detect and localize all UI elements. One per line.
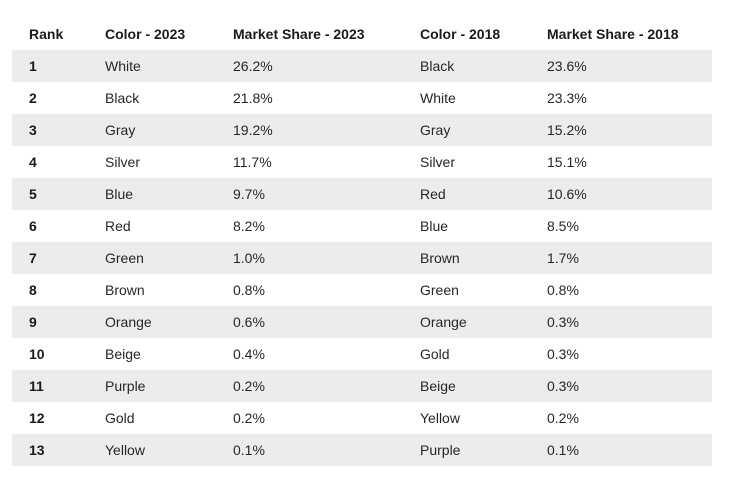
color-2023-cell: Brown bbox=[88, 274, 216, 306]
table-row: 4 Silver 11.7% Silver 15.1% bbox=[12, 146, 712, 178]
table-row: 8 Brown 0.8% Green 0.8% bbox=[12, 274, 712, 306]
header-rank: Rank bbox=[29, 26, 64, 42]
color-2023-cell: Gold bbox=[88, 402, 216, 434]
color-2023-cell: Silver bbox=[88, 146, 216, 178]
table-row: 1 White 26.2% Black 23.6% bbox=[12, 50, 712, 82]
color-2018-cell: Red bbox=[403, 178, 530, 210]
market-share-2023-cell: 19.2% bbox=[216, 114, 403, 146]
rank-cell: 11 bbox=[12, 370, 88, 402]
table-row: 13 Yellow 0.1% Purple 0.1% bbox=[12, 434, 712, 466]
color-2023-cell: Yellow bbox=[88, 434, 216, 466]
rank-cell: 8 bbox=[12, 274, 88, 306]
market-share-2018-cell: 8.5% bbox=[530, 210, 712, 242]
color-2018-cell: Silver bbox=[403, 146, 530, 178]
market-share-2023-cell: 0.4% bbox=[216, 338, 403, 370]
header-color-2018: Color - 2018 bbox=[420, 26, 501, 42]
market-share-2018-cell: 15.1% bbox=[530, 146, 712, 178]
car-color-market-share-table: Rank Color - 2023 Market Share - 2023 Co… bbox=[12, 18, 712, 466]
color-2018-cell: Gray bbox=[403, 114, 530, 146]
rank-cell: 10 bbox=[12, 338, 88, 370]
color-2018-cell: Beige bbox=[403, 370, 530, 402]
market-share-2023-cell: 21.8% bbox=[216, 82, 403, 114]
color-2023-cell: Beige bbox=[88, 338, 216, 370]
color-2023-cell: Orange bbox=[88, 306, 216, 338]
table-row: 2 Black 21.8% White 23.3% bbox=[12, 82, 712, 114]
color-2018-cell: Purple bbox=[403, 434, 530, 466]
color-2018-cell: White bbox=[403, 82, 530, 114]
market-share-2018-cell: 15.2% bbox=[530, 114, 712, 146]
color-2018-cell: Black bbox=[403, 50, 530, 82]
market-share-2023-cell: 1.0% bbox=[216, 242, 403, 274]
color-2018-cell: Brown bbox=[403, 242, 530, 274]
table-header: Rank Color - 2023 Market Share - 2023 Co… bbox=[12, 18, 712, 50]
table-body: 1 White 26.2% Black 23.6% 2 Black 21.8% White 23.… bbox=[12, 50, 712, 466]
market-share-2023-cell: 0.1% bbox=[216, 434, 403, 466]
color-2023-cell: Purple bbox=[88, 370, 216, 402]
rank-cell: 4 bbox=[12, 146, 88, 178]
market-share-2018-cell: 1.7% bbox=[530, 242, 712, 274]
market-share-2018-cell: 23.6% bbox=[530, 50, 712, 82]
market-share-2018-cell: 0.1% bbox=[530, 434, 712, 466]
rank-cell: 13 bbox=[12, 434, 88, 466]
rank-cell: 6 bbox=[12, 210, 88, 242]
rank-cell: 5 bbox=[12, 178, 88, 210]
header-color-2023: Color - 2023 bbox=[105, 26, 186, 42]
market-share-2023-cell: 9.7% bbox=[216, 178, 403, 210]
market-share-2018-cell: 0.2% bbox=[530, 402, 712, 434]
table-row: 7 Green 1.0% Brown 1.7% bbox=[12, 242, 712, 274]
market-share-2018-cell: 0.3% bbox=[530, 338, 712, 370]
color-2018-cell: Green bbox=[403, 274, 530, 306]
rank-cell: 3 bbox=[12, 114, 88, 146]
rank-cell: 9 bbox=[12, 306, 88, 338]
color-2023-cell: Green bbox=[88, 242, 216, 274]
rank-cell: 12 bbox=[12, 402, 88, 434]
table-row: 5 Blue 9.7% Red 10.6% bbox=[12, 178, 712, 210]
table-row: 3 Gray 19.2% Gray 15.2% bbox=[12, 114, 712, 146]
color-2023-cell: Blue bbox=[88, 178, 216, 210]
table-row: 9 Orange 0.6% Orange 0.3% bbox=[12, 306, 712, 338]
header-row: Rank Color - 2023 Market Share - 2023 Co… bbox=[12, 18, 712, 50]
color-2023-cell: Red bbox=[88, 210, 216, 242]
market-share-2023-cell: 0.2% bbox=[216, 370, 403, 402]
color-2018-cell: Blue bbox=[403, 210, 530, 242]
table-row: 12 Gold 0.2% Yellow 0.2% bbox=[12, 402, 712, 434]
table-row: 10 Beige 0.4% Gold 0.3% bbox=[12, 338, 712, 370]
color-2023-cell: Black bbox=[88, 82, 216, 114]
table-row: 11 Purple 0.2% Beige 0.3% bbox=[12, 370, 712, 402]
header-market-share-2023: Market Share - 2023 bbox=[233, 26, 365, 42]
market-share-2018-cell: 0.3% bbox=[530, 306, 712, 338]
header-market-share-2018: Market Share - 2018 bbox=[547, 26, 679, 42]
rank-cell: 7 bbox=[12, 242, 88, 274]
market-share-2023-cell: 0.6% bbox=[216, 306, 403, 338]
market-share-2023-cell: 26.2% bbox=[216, 50, 403, 82]
rank-cell: 1 bbox=[12, 50, 88, 82]
color-2023-cell: White bbox=[88, 50, 216, 82]
market-share-2023-cell: 8.2% bbox=[216, 210, 403, 242]
color-2023-cell: Gray bbox=[88, 114, 216, 146]
market-share-2023-cell: 11.7% bbox=[216, 146, 403, 178]
market-share-2018-cell: 23.3% bbox=[530, 82, 712, 114]
market-share-2018-cell: 0.8% bbox=[530, 274, 712, 306]
color-2018-cell: Gold bbox=[403, 338, 530, 370]
market-share-2023-cell: 0.2% bbox=[216, 402, 403, 434]
color-2018-cell: Orange bbox=[403, 306, 530, 338]
rank-cell: 2 bbox=[12, 82, 88, 114]
market-share-2023-cell: 0.8% bbox=[216, 274, 403, 306]
color-2018-cell: Yellow bbox=[403, 402, 530, 434]
market-share-2018-cell: 0.3% bbox=[530, 370, 712, 402]
market-share-2018-cell: 10.6% bbox=[530, 178, 712, 210]
table-row: 6 Red 8.2% Blue 8.5% bbox=[12, 210, 712, 242]
